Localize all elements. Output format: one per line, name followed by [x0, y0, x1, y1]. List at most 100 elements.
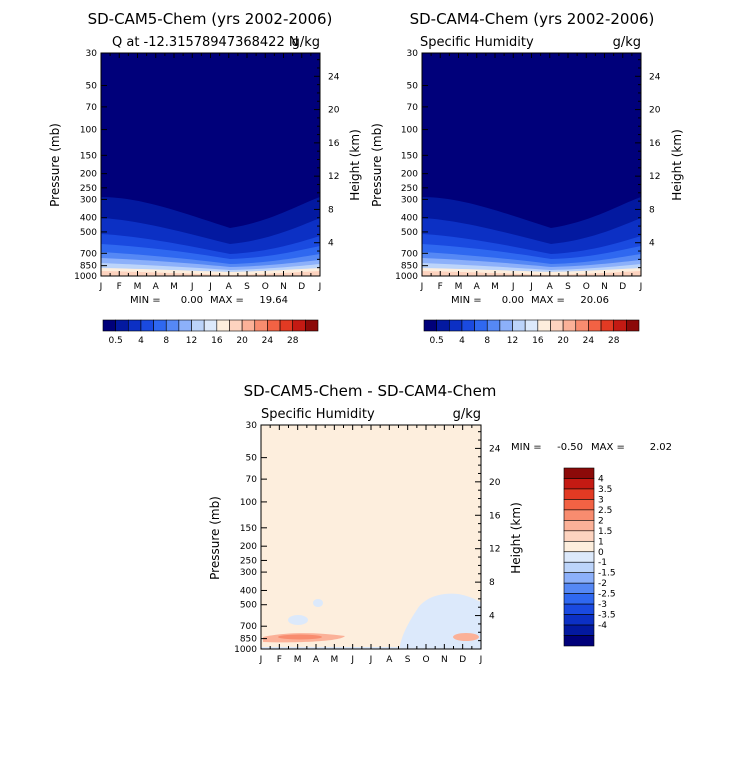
panel1-ytick-label: 30 [86, 49, 98, 59]
panel2-xtick-label: A [547, 282, 554, 292]
panel2-colorbar-swatch [562, 319, 577, 332]
panel2-contour-bands [422, 197, 641, 276]
panel3-y2tick-label: 16 [489, 511, 501, 521]
panel1-colorbar-label: 24 [262, 336, 274, 346]
panel3-min-value: -0.50 [557, 442, 583, 453]
panel1-colorbar-swatch [292, 319, 306, 332]
panel3-colorbar-swatch [563, 572, 595, 584]
panel2-title: SD-CAM4-Chem (yrs 2002-2006) [410, 10, 655, 28]
panel3-colorbar-label: 1.5 [598, 527, 612, 537]
panel1-title: SD-CAM5-Chem (yrs 2002-2006) [88, 10, 333, 28]
panel1-subtitle-right: g/kg [292, 35, 320, 50]
panel2-xtick-label: A [474, 282, 481, 292]
panel3-xtick-label: J [259, 655, 263, 665]
panel1-xtick-label: F [117, 282, 122, 292]
panel3-colorbar-label: -3.5 [598, 611, 616, 621]
panel3-colorbar-label: 2 [598, 516, 604, 526]
panel3-contour-bands [261, 593, 481, 649]
panel2-xtick-label: J [420, 282, 424, 292]
panel3-xtick-label: M [294, 655, 302, 665]
panel1-y2tick-label: 8 [328, 205, 334, 215]
panel2-ylabel-right: Height (km) [670, 129, 684, 200]
panel3-colorbar-label: 3.5 [598, 485, 612, 495]
panel2-xtick-label: J [639, 282, 643, 292]
panel2-colorbar-swatch [626, 319, 640, 332]
panel3-colorbar-swatch [563, 561, 595, 574]
panel2-colorbar-swatch [474, 319, 488, 332]
panel3-max-label: MAX = [591, 442, 625, 453]
panel3-xtick-label: J [479, 655, 483, 665]
panel1-xtick-label: O [262, 282, 269, 292]
panel3-colorbar-label: 1 [598, 537, 604, 547]
panel3-ytick-label: 250 [240, 556, 257, 566]
panel2-colorbar-swatch [486, 319, 501, 332]
panel2-axes: J F M A M J J A S O N D J305070100150200250300400500… [395, 49, 661, 292]
panel3-colorbar-swatch [563, 582, 595, 594]
panel3-ytick-label: 500 [240, 601, 257, 611]
panel3-xtick-label: D [459, 655, 466, 665]
panel2-colorbar-swatch [512, 319, 526, 332]
panel1-colorbar-swatch [203, 319, 218, 332]
panel1-colorbar-swatch [191, 319, 205, 332]
panel1-y2tick-label: 16 [328, 139, 340, 149]
panel2-xtick-label: M [455, 282, 463, 292]
panel2-colorbar-swatch [588, 319, 602, 332]
panel1-colorbar-swatch [279, 319, 294, 332]
panel2-colorbar-swatch [499, 319, 513, 332]
panel3-colorbar-swatch [563, 614, 595, 626]
panel3-colorbar-label: -4 [598, 621, 607, 631]
panel2-ylabel: Pressure (mb) [370, 123, 384, 207]
panel2-ytick-label: 100 [401, 126, 418, 136]
panel3-colorbar-swatch [563, 635, 595, 647]
panel2-xtick-label: J [529, 282, 533, 292]
panel2-ytick-label: 1000 [395, 272, 418, 282]
panel3-neg-blob-mid [313, 599, 323, 607]
panel3-ytick-label: 30 [246, 421, 258, 431]
panel1-colorbar-label: 16 [211, 336, 223, 346]
panel2-min-value: 0.00 [502, 295, 524, 306]
panel1-ytick-label: 500 [80, 228, 97, 238]
panel3-y2tick-label: 4 [489, 612, 495, 622]
panel1-colorbar-swatch [254, 319, 268, 332]
panel1-xtick-label: M [170, 282, 178, 292]
panel1-xtick-label: A [226, 282, 233, 292]
panel1-ylabel: Pressure (mb) [48, 123, 62, 207]
panel3-xtick-label: S [405, 655, 411, 665]
panel3-colorbar-label: -1 [598, 558, 607, 568]
panel3-ytick-label: 400 [240, 586, 257, 596]
panel1-xtick-label: J [318, 282, 322, 292]
panel3-ytick-label: 1000 [234, 645, 257, 655]
panel3-ylabel: Pressure (mb) [208, 496, 222, 580]
panel2-subtitle-left: Specific Humidity [420, 35, 534, 50]
panel3-ytick-label: 150 [240, 524, 257, 534]
panel-cam4: SD-CAM4-Chem (yrs 2002-2006) Specific Hu… [370, 10, 684, 346]
panel3-pos-blob-east [453, 633, 479, 641]
panel3-ytick-label: 850 [240, 635, 257, 645]
panel2-y2tick-label: 8 [649, 205, 655, 215]
panel3-colorbar-swatch [563, 530, 595, 542]
panel2-ytick-label: 200 [401, 170, 418, 180]
panel3-colorbar-swatch [563, 488, 595, 500]
panel1-xtick-label: S [244, 282, 250, 292]
panel3-xtick-label: J [369, 655, 373, 665]
panel1-min-label: MIN = [130, 295, 161, 306]
panel2-xtick-label: N [601, 282, 608, 292]
panel3-colorbar-label: -2 [598, 579, 607, 589]
panel1-colorbar-swatch [178, 319, 192, 332]
panel1-colorbar-label: 28 [287, 336, 299, 346]
panel3-xtick-label: F [277, 655, 282, 665]
panel2-colorbar-swatch [550, 319, 564, 332]
panel3-colorbar-swatch [563, 499, 595, 511]
panel2-xtick-label: S [565, 282, 571, 292]
panel3-subtitle-left: Specific Humidity [261, 407, 375, 422]
panel3-colorbar-swatch [563, 624, 595, 636]
panel1-ytick-label: 200 [80, 170, 97, 180]
panel1-colorbar-label: 20 [236, 336, 248, 346]
panel1-ytick-label: 850 [80, 262, 97, 272]
panel2-colorbar-swatch [436, 319, 450, 332]
panel3-colorbar: 43.532.521.510-1-1.5-2-2.5-3-3.5-4 [563, 467, 616, 647]
panel1-xtick-label: D [298, 282, 305, 292]
panel2-colorbar-label: 8 [484, 336, 490, 346]
panel3-ytick-label: 700 [240, 622, 257, 632]
